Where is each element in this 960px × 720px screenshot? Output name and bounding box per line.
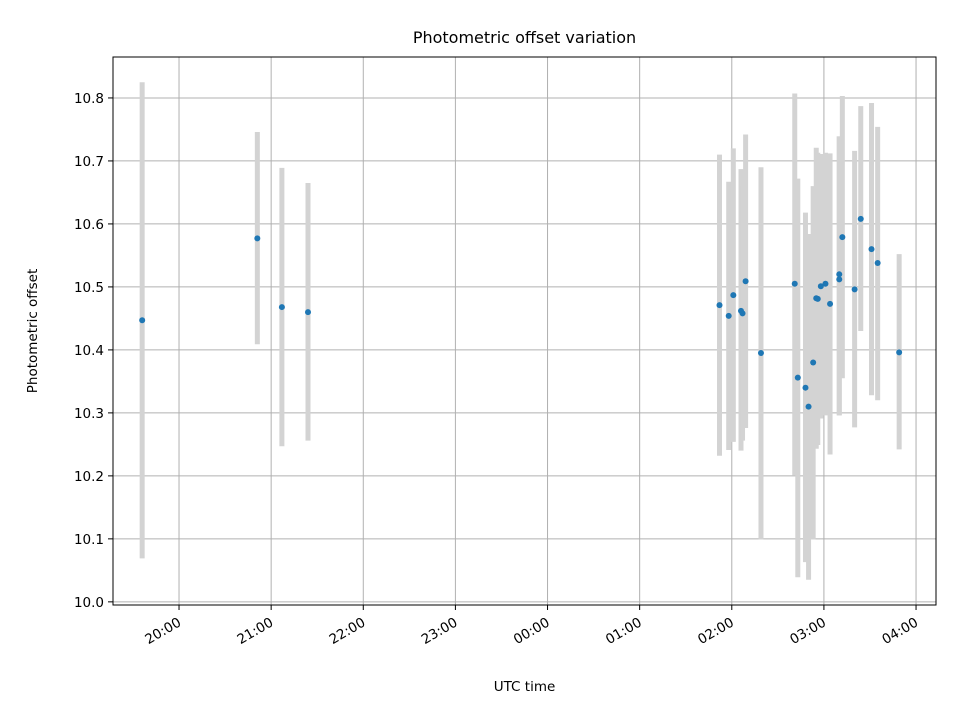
y-tick-label: 10.2 bbox=[74, 469, 104, 485]
data-point bbox=[739, 310, 746, 317]
y-tick-label: 10.6 bbox=[74, 217, 104, 233]
data-point bbox=[810, 359, 817, 366]
error-bars bbox=[139, 82, 902, 580]
y-tick-label: 10.0 bbox=[74, 595, 104, 611]
y-tick-label: 10.8 bbox=[74, 91, 104, 107]
y-tick-label: 10.5 bbox=[74, 280, 104, 296]
y-axis-label: Photometric offset bbox=[25, 269, 41, 393]
x-tick-label: 20:00 bbox=[142, 615, 184, 648]
data-point bbox=[827, 300, 834, 307]
data-point bbox=[730, 292, 737, 299]
data-point bbox=[814, 295, 821, 302]
plot-frame bbox=[112, 56, 937, 606]
y-axis: 10.0 10.1 10.2 10.3 10.4 10.5 10.6 10.7 10.8 bbox=[74, 91, 113, 611]
chart-title: Photometric offset variation bbox=[413, 28, 636, 47]
data-point bbox=[305, 309, 312, 316]
x-tick-label: 22:00 bbox=[327, 615, 369, 648]
data-point bbox=[757, 350, 764, 357]
x-tick-label: 03:00 bbox=[787, 615, 829, 648]
x-axis: 20:00 21:00 22:00 23:00 00:00 01:00 02:00 03:00… bbox=[142, 605, 921, 648]
y-tick-label: 10.3 bbox=[74, 406, 104, 422]
data-point bbox=[725, 312, 732, 319]
x-axis-label: UTC time bbox=[494, 679, 556, 695]
data-point bbox=[839, 234, 846, 241]
data-point bbox=[791, 280, 798, 287]
data-point bbox=[868, 246, 875, 253]
data-point bbox=[805, 403, 812, 410]
data-points bbox=[139, 215, 903, 410]
data-point bbox=[742, 278, 749, 285]
x-tick-label: 04:00 bbox=[879, 615, 921, 648]
data-point bbox=[254, 235, 261, 242]
x-tick-label: 02:00 bbox=[695, 615, 737, 648]
y-tick-label: 10.4 bbox=[74, 343, 104, 359]
x-tick-label: 23:00 bbox=[419, 615, 461, 648]
data-point bbox=[822, 280, 829, 287]
data-point bbox=[716, 302, 723, 309]
data-point bbox=[139, 317, 146, 324]
x-tick-label: 01:00 bbox=[603, 615, 645, 648]
data-point bbox=[836, 276, 843, 283]
data-point bbox=[896, 349, 903, 356]
data-point bbox=[794, 374, 801, 381]
data-point bbox=[836, 271, 843, 278]
y-tick-label: 10.1 bbox=[74, 532, 104, 548]
y-tick-label: 10.7 bbox=[74, 154, 104, 170]
data-point bbox=[851, 286, 858, 293]
data-point bbox=[857, 215, 864, 222]
data-point bbox=[278, 304, 285, 311]
x-tick-label: 21:00 bbox=[234, 615, 276, 648]
data-point bbox=[802, 384, 809, 391]
x-tick-label: 00:00 bbox=[511, 615, 553, 648]
data-point bbox=[874, 259, 881, 266]
data-point bbox=[817, 283, 824, 290]
